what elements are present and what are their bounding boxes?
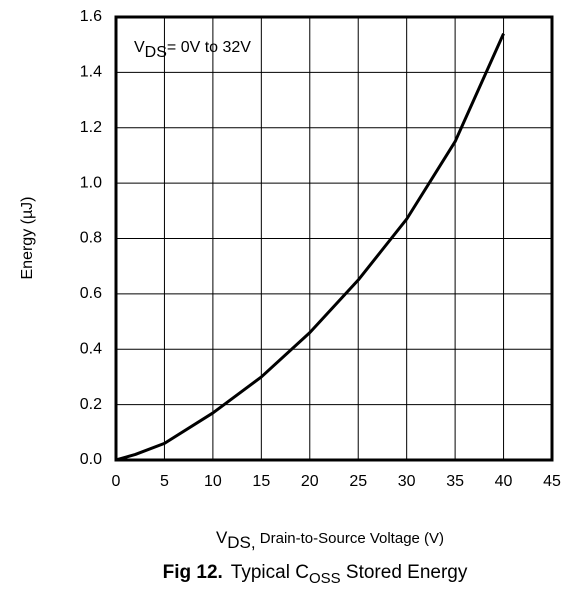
x-tick-label: 30 — [398, 473, 416, 490]
x-tick-label: 5 — [160, 473, 169, 490]
x-tick-label: 45 — [543, 473, 561, 490]
x-axis-label: VDS, Drain-to-Source Voltage (V) — [216, 528, 444, 552]
x-tick-label: 20 — [301, 473, 319, 490]
y-axis-label: Energy (µJ) — [19, 196, 36, 279]
x-tick-label: 10 — [204, 473, 222, 490]
annotation: VDS= 0V to 32V — [134, 39, 251, 61]
curve — [115, 32, 505, 462]
caption: Fig 12. Typical COSS Stored Energy — [163, 562, 468, 587]
x-tick-label: 15 — [252, 473, 270, 490]
x-tick-label: 25 — [349, 473, 367, 490]
plot-frame — [114, 15, 554, 462]
y-tick-label: 0.2 — [80, 396, 102, 413]
y-tick-label: 0.8 — [80, 230, 102, 247]
y-tick-label: 0.4 — [80, 340, 102, 357]
y-tick-label: 1.0 — [80, 174, 102, 191]
y-tick-label: 1.4 — [80, 64, 102, 81]
x-tick-label: 40 — [495, 473, 513, 490]
y-tick-label: 0.0 — [80, 451, 102, 468]
x-tick-label: 35 — [446, 473, 464, 490]
x-tick-label: 0 — [112, 473, 121, 490]
y-tick-label: 1.6 — [80, 8, 102, 25]
y-tick-label: 1.2 — [80, 119, 102, 136]
y-tick-label: 0.6 — [80, 285, 102, 302]
